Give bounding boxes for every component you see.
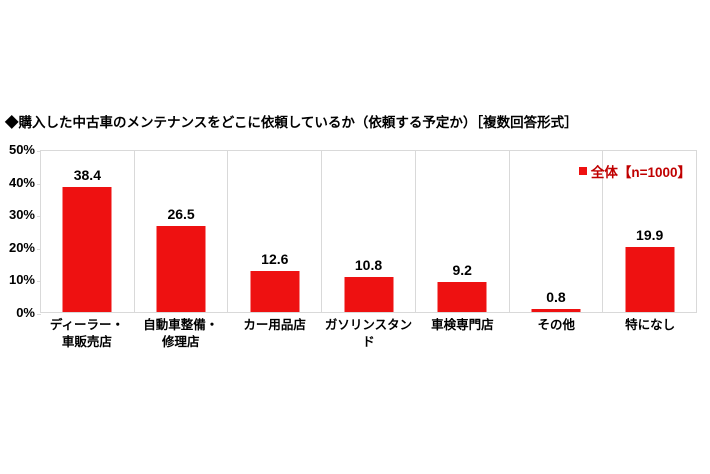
y-axis-tickmark	[37, 183, 41, 185]
y-axis-tickmark	[37, 248, 41, 250]
bar-value-label: 10.8	[354, 256, 383, 273]
legend-swatch-icon	[578, 167, 587, 175]
category-label-line: カー用品店	[243, 318, 306, 332]
category-label: ディーラー・ 車販売店	[40, 317, 134, 351]
bar-value-label: 12.6	[261, 250, 289, 267]
y-axis-tick-label: 0%	[16, 305, 35, 320]
bar-value-label: 0.8	[546, 289, 566, 306]
category-label-line: 車販売店	[61, 335, 112, 349]
bar-value-label: 9.2	[452, 262, 472, 279]
legend: 全体【n=1000】	[578, 161, 691, 181]
bar-column: 19.9	[603, 151, 696, 312]
y-axis-tickmark	[37, 151, 41, 152]
plot-area: 38.4 26.5 12.6 10.8 9.2 0.8 19.9	[37, 150, 697, 315]
y-axis-tick-label: 20%	[8, 239, 35, 255]
y-axis-tick-label: 10%	[8, 272, 35, 288]
x-axis-category-labels: ディーラー・ 車販売店 自動車整備・ 修理店 カー用品店 ガソリンスタンド 車検専門店 その他…	[40, 317, 697, 351]
y-axis-tickmark	[37, 216, 41, 218]
bar-column: 9.2	[416, 151, 510, 312]
bar-value-label: 38.4	[73, 166, 101, 183]
bar-column: 26.5	[135, 151, 229, 312]
category-label-line: その他	[537, 318, 575, 332]
y-axis-tick-label: 40%	[8, 174, 35, 190]
bar-columns: 38.4 26.5 12.6 10.8 9.2 0.8 19.9	[41, 151, 696, 312]
category-label-line: 自動車整備・	[143, 318, 219, 332]
legend-label: 全体【n=1000】	[590, 165, 691, 180]
category-label-line: ガソリンスタンド	[324, 318, 413, 349]
category-label: 特になし	[603, 317, 697, 351]
category-label: 車検専門店	[415, 317, 509, 351]
bar	[437, 282, 487, 312]
bar-column: 38.4	[41, 151, 135, 312]
y-axis-tickmark	[37, 281, 41, 283]
bar	[344, 276, 394, 312]
bar-value-label: 19.9	[636, 227, 664, 244]
category-label: 自動車整備・ 修理店	[134, 317, 228, 351]
bar	[531, 309, 581, 312]
bar-value-label: 26.5	[167, 205, 195, 222]
category-label-line: 特になし	[625, 318, 676, 332]
category-label: カー用品店	[228, 317, 322, 351]
bar	[156, 225, 206, 312]
y-axis-tick-label: 30%	[8, 207, 35, 223]
bar-column: 0.8	[510, 151, 604, 312]
bar-column: 12.6	[228, 151, 323, 312]
y-axis: 0% 10% 20% 30% 40% 50%	[0, 0, 38, 474]
category-label: ガソリンスタンド	[322, 317, 416, 351]
bar-column: 10.8	[322, 151, 416, 312]
category-label-line: ディーラー・	[49, 318, 124, 332]
category-label: その他	[509, 317, 603, 351]
bar	[62, 186, 112, 312]
y-axis-tick-label: 50%	[8, 142, 35, 157]
chart-title: ◆購入した中古車のメンテナンスをどこに依頼しているか（依頼する予定か）［複数回答…	[5, 115, 578, 130]
category-label-line: 車検専門店	[431, 318, 494, 332]
y-axis-tickmark	[37, 314, 41, 315]
bar	[625, 247, 675, 312]
category-label-line: 修理店	[162, 335, 200, 349]
bar	[250, 270, 300, 312]
